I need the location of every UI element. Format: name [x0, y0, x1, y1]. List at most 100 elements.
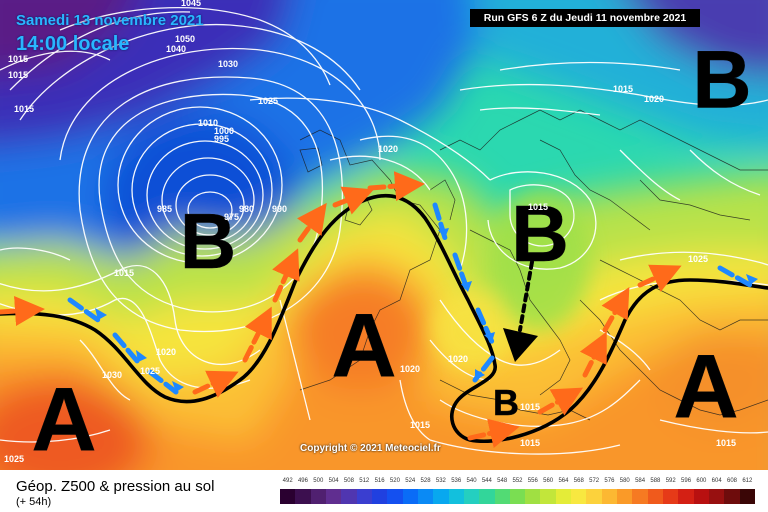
scale-tick-label: 524: [405, 478, 416, 484]
scale-tick-label: 576: [604, 478, 615, 484]
scale-swatch: [525, 489, 541, 504]
scale-tick-label: 496: [297, 478, 308, 484]
scale-swatch: [678, 489, 695, 504]
scale-swatch: [356, 489, 373, 504]
scale-tick-label: 608: [727, 478, 738, 484]
forecast-time: 14:00 locale: [16, 33, 130, 55]
scale-tick-label: 552: [512, 478, 523, 484]
low-pressure-symbol-0: B: [180, 197, 236, 285]
scale-swatch: [601, 489, 618, 504]
isobar-label-2: 1015: [8, 70, 28, 80]
color-scale: 492 496 500 504 508 512 516 520 524 528 532 536 540 5…: [280, 478, 756, 508]
scale-swatch: [387, 489, 404, 504]
scale-tick-label: 536: [451, 478, 462, 484]
high-pressure-symbol-5: A: [332, 296, 397, 396]
scale-tick-label: 556: [527, 478, 538, 484]
high-pressure-symbol-4: A: [32, 370, 97, 470]
scale-swatch: [341, 489, 358, 504]
scale-swatch: [632, 489, 649, 504]
scale-swatch: [325, 489, 342, 504]
low-pressure-symbol-1: B: [692, 35, 751, 126]
scale-swatch: [663, 489, 679, 504]
scale-swatch: [739, 489, 756, 504]
scale-tick-label: 580: [619, 478, 630, 484]
scale-swatch: [417, 489, 434, 504]
isobar-label-4: 1050: [175, 34, 195, 44]
low-track-arrow: [503, 260, 538, 362]
scale-tick-label: 504: [328, 478, 339, 484]
scale-tick-label: 512: [359, 478, 370, 484]
map-title: Géop. Z500 & pression au sol: [16, 478, 215, 495]
isobar-label-21: 1020: [644, 94, 664, 104]
scale-tick-label: 528: [420, 478, 431, 484]
scale-tick-label: 532: [435, 478, 446, 484]
isobar-label-7: 1025: [258, 96, 278, 106]
isobar-label-27: 1015: [520, 402, 540, 412]
scale-swatch: [295, 489, 312, 504]
isobar-label-5: 1040: [166, 44, 186, 54]
scale-swatch: [371, 489, 388, 504]
scale-tick-label: 544: [481, 478, 492, 484]
isobar-label-19: 1020: [378, 144, 398, 154]
isobar-label-26: 1015: [410, 420, 430, 430]
scale-swatch: [724, 489, 741, 504]
scale-tick-label: 572: [589, 478, 600, 484]
scale-tick-label: 568: [573, 478, 584, 484]
scale-tick-label: 548: [497, 478, 508, 484]
scale-tick-label: 604: [711, 478, 722, 484]
isobar-label-8: 1010: [198, 118, 218, 128]
isobar-label-0: 1045: [181, 0, 201, 8]
geopotential-field: [0, 0, 768, 470]
isobar-label-17: 1025: [140, 366, 160, 376]
isobar-label-12: 975: [224, 212, 239, 222]
isobar-label-13: 980: [239, 204, 254, 214]
isobar-label-9: 1000: [214, 126, 234, 136]
scale-swatch: [647, 489, 664, 504]
scale-tick-label: 492: [282, 478, 293, 484]
scale-tick-label: 584: [635, 478, 646, 484]
isobar-label-11: 985: [157, 204, 172, 214]
copyright: Copyright © 2021 Meteociel.fr: [300, 443, 441, 454]
isobar-label-14: 990: [272, 204, 287, 214]
scale-swatch: [555, 489, 572, 504]
scale-swatch: [280, 489, 296, 504]
isobar-label-22: 1015: [528, 202, 548, 212]
warm-advection-arrows: [0, 171, 682, 448]
scale-tick-label: 540: [466, 478, 477, 484]
low-pressure-symbol-3: B: [493, 382, 519, 423]
isobar-label-16: 1020: [156, 347, 176, 357]
scale-swatch: [617, 489, 633, 504]
scale-tick-label: 520: [389, 478, 400, 484]
isobar-label-24: 1020: [448, 354, 468, 364]
isobar-label-6: 1030: [218, 59, 238, 69]
scale-swatch: [709, 489, 725, 504]
scale-swatch: [433, 489, 450, 504]
scale-swatch: [402, 489, 419, 504]
isobar-label-23: 1025: [688, 254, 708, 264]
scale-swatch: [463, 489, 480, 504]
scale-swatch: [586, 489, 603, 504]
scale-tick-label: 516: [374, 478, 385, 484]
isobar-label-10: 995: [214, 134, 229, 144]
flow-arrows: [0, 171, 758, 448]
isobar-label-20: 1015: [613, 84, 633, 94]
low-pressure-symbol-2: B: [511, 189, 569, 278]
scale-tick-label: 508: [343, 478, 354, 484]
scale-swatch: [310, 489, 327, 504]
scale-swatch: [479, 489, 495, 504]
scale-tick-label: 588: [650, 478, 661, 484]
scale-swatch: [509, 489, 526, 504]
scale-swatch: [540, 489, 557, 504]
isobar-label-30: 1025: [4, 454, 24, 464]
scale-tick-label: 564: [558, 478, 569, 484]
isobar-label-3: 1015: [14, 104, 34, 114]
scale-tick-label: 560: [543, 478, 554, 484]
z500-contour: [0, 193, 768, 444]
isobar-label-18: 1030: [102, 370, 122, 380]
scale-tick-label: 500: [313, 478, 324, 484]
scale-tick-label: 600: [696, 478, 707, 484]
